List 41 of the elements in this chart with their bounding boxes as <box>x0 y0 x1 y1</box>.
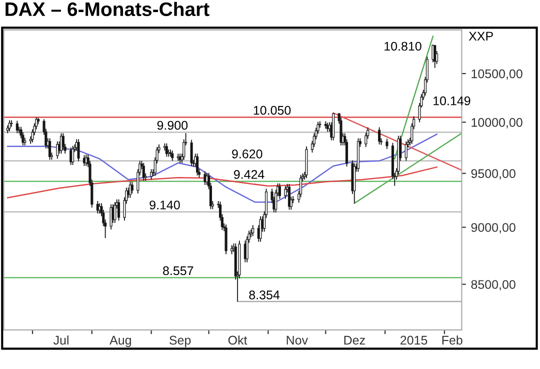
candlestick <box>142 162 145 182</box>
x-tick-label: 2015 <box>400 336 428 345</box>
candlestick <box>196 153 199 176</box>
candlestick <box>404 140 408 162</box>
x-tick-label: Feb <box>442 335 462 345</box>
candlestick <box>224 224 228 255</box>
candlestick <box>340 117 342 146</box>
y-axis-title: XXP <box>468 32 493 40</box>
candlestick <box>62 132 64 151</box>
x-tick-label: Nov <box>286 336 308 345</box>
y-tick-label: 8500,00 <box>471 280 516 290</box>
x-tick-label: Dez <box>344 336 365 345</box>
annotation: 9.424 <box>234 170 264 179</box>
candlestick <box>332 112 335 141</box>
x-tick-label: Jul <box>53 335 68 345</box>
candlestick <box>71 145 74 166</box>
x-tick-label: Aug <box>110 336 131 348</box>
candlestick <box>171 150 174 162</box>
candlestick <box>77 138 80 162</box>
annotation: 9.140 <box>150 200 180 210</box>
x-tick-label: Okt <box>228 335 248 345</box>
candlestick <box>114 202 116 224</box>
candlestick <box>259 216 262 242</box>
annotation: 10.149 <box>434 96 470 106</box>
annotation: 8.354 <box>249 290 280 300</box>
annotation: 9.620 <box>232 150 262 158</box>
annotation: 10.810 <box>384 42 422 51</box>
y-tick-label: 10000,00 <box>472 118 522 128</box>
x-tick-label: Sep <box>170 336 191 348</box>
annotation: 8.557 <box>163 266 194 276</box>
candlestick <box>16 120 18 134</box>
y-tick-label: 10500,00 <box>472 69 522 80</box>
annotation: 10.050 <box>254 106 291 115</box>
y-tick-label: 9500,00 <box>471 169 516 180</box>
candlestick <box>117 198 120 222</box>
chart-title: DAX – 6-Monats-Chart <box>6 2 210 16</box>
candlestick <box>252 224 254 237</box>
candlestick <box>130 181 134 194</box>
candlestick <box>386 138 388 150</box>
y-tick-label: 9000,00 <box>471 223 516 234</box>
annotation: 9.900 <box>157 120 188 130</box>
